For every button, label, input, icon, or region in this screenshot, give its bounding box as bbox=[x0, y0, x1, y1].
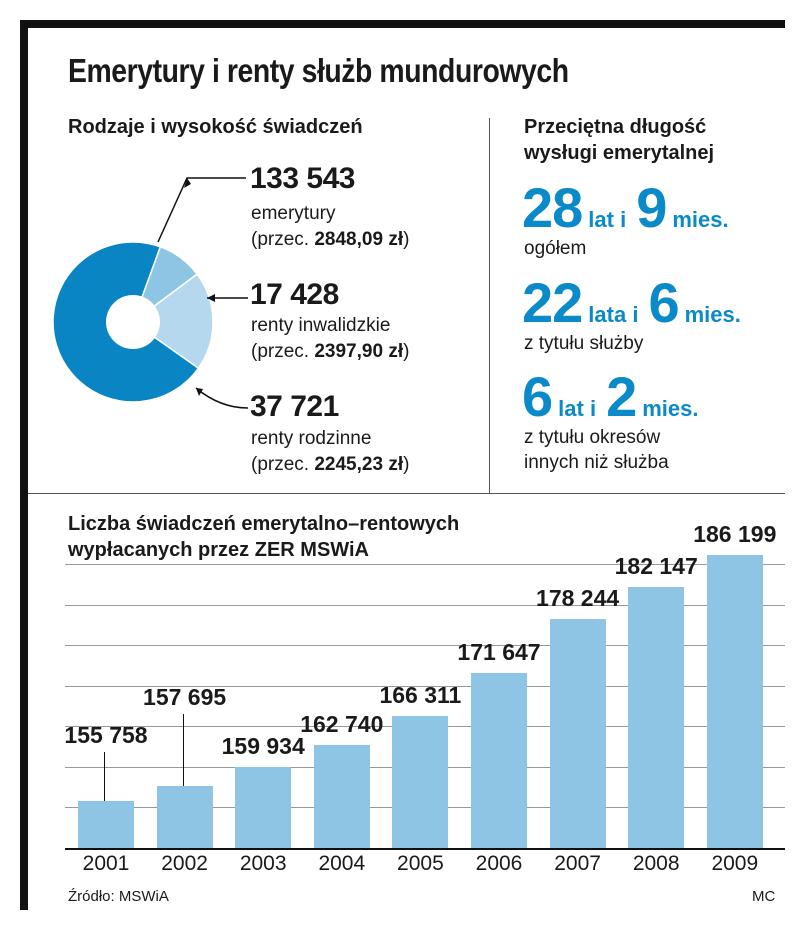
leader-arrow-renty-inwalidzkie bbox=[207, 294, 215, 302]
x-tick-label-2007: 2007 bbox=[554, 852, 601, 875]
stat-service-desc: z tytułu służby bbox=[524, 333, 644, 354]
gridline bbox=[65, 685, 785, 687]
bar-2008 bbox=[628, 587, 685, 848]
bar-value-label-2005: 166 311 bbox=[379, 681, 462, 708]
bar-2007 bbox=[549, 619, 606, 848]
gridline bbox=[65, 604, 785, 606]
bar-chart-heading-line2: wypłacanych przez ZER MSWiA bbox=[68, 539, 369, 561]
bar-2009 bbox=[706, 554, 763, 848]
avg-renty-rodzinne: (przec. 2245,23 zł) bbox=[251, 454, 410, 475]
x-axis-baseline bbox=[65, 848, 785, 850]
page-title: Emerytury i renty służb mundurowych bbox=[68, 52, 569, 89]
count-renty-rodzinne: 37 721 bbox=[250, 390, 339, 423]
author-credit: MC bbox=[752, 888, 776, 905]
bar-2003 bbox=[235, 767, 292, 848]
donut-hole bbox=[106, 295, 160, 349]
bar-chart-heading-line1: Liczba świadczeń emerytalno–rentowych bbox=[68, 513, 460, 535]
x-tick-label-2006: 2006 bbox=[475, 852, 523, 875]
label-emerytury: emerytury bbox=[251, 203, 336, 224]
frame-left-bar bbox=[20, 20, 28, 910]
x-tick-label-2003: 2003 bbox=[239, 852, 287, 875]
bar-value-label-2008: 182 147 bbox=[614, 553, 698, 580]
count-emerytury: 133 543 bbox=[250, 162, 355, 195]
avg-emerytury: (przec. 2848,09 zł) bbox=[251, 229, 410, 250]
leader-line-emerytury bbox=[157, 177, 246, 243]
bar-2002 bbox=[156, 785, 213, 848]
count-renty-inwalidzkie: 17 428 bbox=[250, 278, 339, 311]
right-panel-heading-line1: Przeciętna długość bbox=[524, 116, 707, 138]
frame-top-bar bbox=[20, 20, 785, 28]
avg-renty-inwalidzkie: (przec. 2397,90 zł) bbox=[251, 341, 410, 362]
bar-value-label-2009: 186 199 bbox=[693, 520, 777, 547]
gridline bbox=[65, 645, 785, 647]
stat-other-desc-line1: z tytułu okresów bbox=[524, 427, 661, 448]
bar-label-leader bbox=[182, 714, 184, 786]
pie-slice-renty-rodzinne bbox=[131, 273, 214, 370]
leader-arrow-emerytury bbox=[184, 178, 191, 188]
bar-2001 bbox=[78, 801, 134, 848]
x-tick-label-2008: 2008 bbox=[632, 852, 680, 875]
bar-value-label-2002: 157 695 bbox=[143, 684, 227, 710]
stat-other: 6 lat i 2 mies. bbox=[522, 365, 699, 428]
bar-label-leader bbox=[104, 752, 105, 802]
leader-line-renty-rodzinne bbox=[195, 387, 249, 409]
bar-2004 bbox=[313, 744, 370, 848]
right-panel-heading-line2: wysługi emerytalnej bbox=[524, 142, 715, 164]
bar-value-label-2003: 159 934 bbox=[221, 733, 305, 760]
stat-other-desc-line2: innych niż służba bbox=[524, 452, 669, 473]
left-panel-heading: Rodzaje i wysokość świadczeń bbox=[68, 116, 363, 138]
bar-2006 bbox=[471, 672, 527, 848]
bar-value-label-2004: 162 740 bbox=[300, 710, 384, 737]
source-note: Źródło: MSWiA bbox=[68, 888, 169, 905]
stat-total-desc: ogółem bbox=[524, 238, 587, 259]
stat-total: 28 lat i 9 mies. bbox=[522, 176, 729, 239]
leader-arrow-renty-rodzinne bbox=[196, 388, 203, 396]
x-tick-label-2001: 2001 bbox=[82, 852, 130, 875]
bar-value-label-2006: 171 647 bbox=[457, 638, 541, 665]
label-renty-inwalidzkie: renty inwalidzkie bbox=[251, 315, 391, 336]
bar-value-label-2001: 155 758 bbox=[64, 722, 148, 748]
x-tick-label-2005: 2005 bbox=[397, 852, 444, 875]
label-renty-rodzinne: renty rodzinne bbox=[251, 428, 372, 449]
horizontal-divider bbox=[28, 493, 785, 494]
stat-service: 22 lata i 6 mies. bbox=[522, 271, 741, 334]
x-tick-label-2009: 2009 bbox=[711, 852, 759, 875]
bar-2005 bbox=[392, 715, 449, 848]
gridline bbox=[65, 564, 785, 566]
x-tick-label-2002: 2002 bbox=[161, 852, 208, 875]
x-tick-label-2004: 2004 bbox=[318, 852, 366, 875]
bar-value-label-2007: 178 244 bbox=[536, 585, 620, 612]
vertical-divider bbox=[489, 118, 490, 493]
